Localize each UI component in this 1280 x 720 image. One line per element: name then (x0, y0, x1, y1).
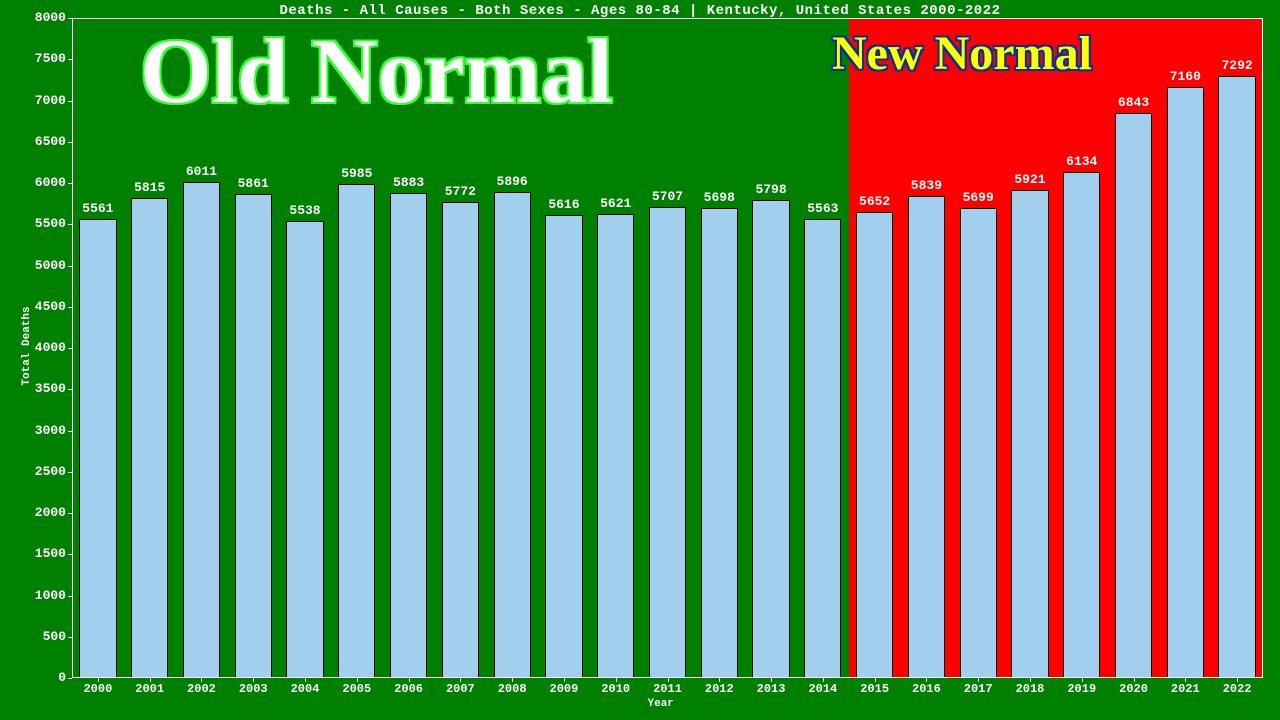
chart-title: Deaths - All Causes - Both Sexes - Ages … (0, 3, 1280, 19)
ytick-label: 2500 (22, 464, 66, 479)
ytick-label: 5000 (22, 258, 66, 273)
ytick-label: 5500 (22, 216, 66, 231)
xtick-label: 2008 (488, 682, 536, 696)
xtick-label: 2006 (385, 682, 433, 696)
ytick-label: 6500 (22, 134, 66, 149)
xtick-label: 2014 (799, 682, 847, 696)
xtick-label: 2011 (644, 682, 692, 696)
ytick-label: 1000 (22, 588, 66, 603)
ytick-label: 2000 (22, 505, 66, 520)
ytick-label: 7000 (22, 93, 66, 108)
ytick-label: 1500 (22, 546, 66, 561)
xtick-label: 2013 (747, 682, 795, 696)
xtick-label: 2005 (333, 682, 381, 696)
xtick-label: 2000 (74, 682, 122, 696)
ytick-label: 500 (22, 629, 66, 644)
xtick-label: 2021 (1161, 682, 1209, 696)
xtick-label: 2002 (177, 682, 225, 696)
xtick-label: 2017 (954, 682, 1002, 696)
xtick-label: 2004 (281, 682, 329, 696)
new-normal-overlay: New Normal (832, 26, 1092, 81)
ytick-label: 0 (22, 670, 66, 685)
xtick-label: 2020 (1110, 682, 1158, 696)
ytick-label: 7500 (22, 51, 66, 66)
xtick-label: 2007 (436, 682, 484, 696)
xtick-label: 2022 (1213, 682, 1261, 696)
xtick-label: 2019 (1058, 682, 1106, 696)
x-axis-label: Year (648, 698, 674, 710)
y-axis-label: Total Deaths (21, 301, 33, 391)
xtick-label: 2018 (1006, 682, 1054, 696)
xtick-label: 2001 (126, 682, 174, 696)
ytick-label: 6000 (22, 175, 66, 190)
xtick-label: 2010 (592, 682, 640, 696)
xtick-label: 2012 (695, 682, 743, 696)
xtick-label: 2016 (902, 682, 950, 696)
ytick (68, 678, 72, 679)
xtick-label: 2015 (851, 682, 899, 696)
xtick-label: 2009 (540, 682, 588, 696)
old-normal-overlay: Old Normal (140, 18, 613, 124)
ytick-label: 3000 (22, 423, 66, 438)
chart-stage: 5561200058152001601120025861200355382004… (0, 0, 1280, 720)
xtick-label: 2003 (229, 682, 277, 696)
